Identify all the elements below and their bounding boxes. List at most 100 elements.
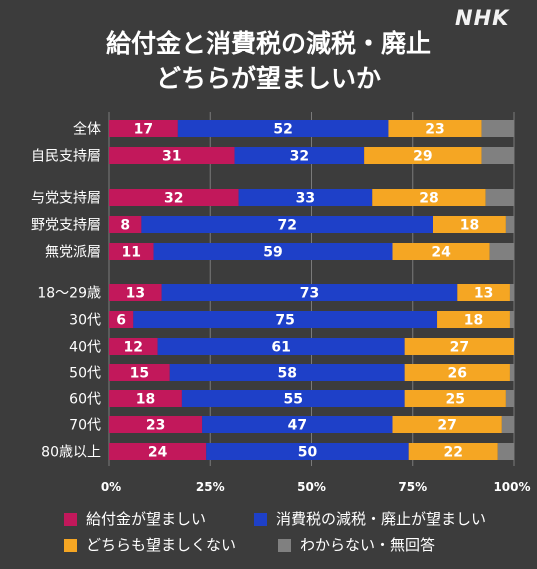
legend-label-4: わからない・無回答 (300, 536, 436, 554)
bar-segment-5-0 (109, 284, 162, 301)
category-label-4: 無党派層 (45, 245, 101, 261)
bar-segment-2-1 (238, 189, 373, 206)
bar-segment-9-3 (505, 390, 514, 407)
data-label-0-0: 17 (134, 122, 153, 138)
bar-segment-8-2 (404, 364, 510, 381)
category-label-1: 自民支持層 (31, 149, 101, 165)
bar-segment-4-0 (109, 243, 154, 260)
bar-segment-10-2 (392, 416, 502, 433)
bar-segment-4-1 (153, 243, 393, 260)
bar-segment-2-2 (372, 189, 486, 206)
bar-segment-7-1 (157, 338, 405, 355)
data-label-3-0: 8 (120, 218, 130, 234)
data-label-1-2: 29 (413, 149, 432, 165)
data-label-11-0: 24 (148, 445, 168, 461)
x-tick-label-0: 0% (101, 480, 121, 494)
bar-segment-0-3 (481, 120, 514, 137)
legend-label-3: どちらも望ましくない (86, 536, 237, 554)
bar-segment-6-3 (509, 311, 514, 328)
data-label-4-1: 59 (263, 245, 282, 261)
bar-segment-2-3 (485, 189, 514, 206)
data-label-9-0: 18 (136, 392, 155, 408)
category-label-2: 与党支持層 (31, 191, 101, 207)
data-label-7-0: 12 (124, 340, 143, 356)
bar-segment-1-2 (364, 147, 482, 164)
category-label-3: 野党支持層 (31, 218, 101, 234)
data-label-5-1: 73 (300, 286, 319, 302)
legend-swatch-1 (64, 512, 77, 526)
data-label-5-0: 13 (126, 286, 145, 302)
data-label-5-2: 13 (474, 286, 493, 302)
bar-segment-9-0 (109, 390, 182, 407)
bar-segment-6-1 (133, 311, 438, 328)
data-label-10-0: 23 (146, 418, 165, 434)
bar-segment-9-2 (404, 390, 506, 407)
data-label-10-1: 47 (288, 418, 307, 434)
category-label-9: 60代 (69, 392, 101, 408)
bar-segment-1-3 (481, 147, 514, 164)
bar-segment-5-3 (509, 284, 514, 301)
bar-segment-8-1 (169, 364, 405, 381)
data-label-1-0: 31 (162, 149, 181, 165)
x-tick-label-2: 50% (297, 480, 326, 494)
data-label-3-2: 18 (460, 218, 479, 234)
bar-segment-5-1 (161, 284, 458, 301)
data-label-8-0: 15 (130, 366, 149, 382)
category-label-6: 30代 (69, 313, 101, 329)
data-label-8-2: 26 (448, 366, 467, 382)
bar-segment-8-3 (509, 364, 514, 381)
bar-segment-3-3 (505, 216, 514, 233)
data-label-8-1: 58 (277, 366, 296, 382)
legend-item-4: わからない・無回答 (278, 535, 435, 555)
bar-segment-3-2 (433, 216, 506, 233)
data-label-4-2: 24 (431, 245, 451, 261)
category-label-11: 80歳以上 (41, 445, 101, 461)
category-label-0: 全体 (73, 121, 101, 138)
bar-segment-7-2 (404, 338, 514, 355)
data-label-9-1: 55 (284, 392, 303, 408)
bar-segment-0-2 (388, 120, 482, 137)
bar-segment-6-0 (109, 311, 134, 328)
bar-segment-4-3 (489, 243, 514, 260)
bar-segment-0-1 (177, 120, 389, 137)
bar-segment-9-1 (181, 390, 405, 407)
category-label-8: 50代 (69, 366, 101, 382)
data-label-6-1: 75 (275, 313, 294, 329)
data-label-2-1: 33 (296, 191, 315, 207)
bar-segment-3-1 (141, 216, 433, 233)
data-label-6-0: 6 (116, 313, 126, 329)
data-label-2-0: 32 (164, 191, 183, 207)
data-label-6-2: 18 (464, 313, 483, 329)
bar-segment-0-0 (109, 120, 178, 137)
x-tick-label-1: 25% (196, 480, 225, 494)
category-label-7: 40代 (69, 340, 101, 356)
data-label-1-1: 32 (290, 149, 309, 165)
legend-item-3: どちらも望ましくない (64, 535, 236, 555)
data-label-7-1: 61 (271, 340, 290, 356)
bar-segment-6-2 (437, 311, 510, 328)
category-label-5: 18～29歳 (37, 286, 101, 302)
legend-swatch-3 (64, 538, 77, 552)
bar-segment-11-3 (497, 443, 514, 460)
x-tick-label-3: 75% (398, 480, 427, 494)
legend-label-1: 給付金が望ましい (86, 510, 207, 528)
bar-segment-1-0 (109, 147, 235, 164)
bar-segment-1-1 (234, 147, 365, 164)
data-label-2-2: 28 (419, 191, 438, 207)
data-label-3-1: 72 (277, 218, 296, 234)
bar-segment-2-0 (109, 189, 239, 206)
legend-swatch-4 (278, 538, 291, 552)
chart-title-line-2: どちらが望ましいか (155, 64, 381, 93)
bar-segment-11-1 (206, 443, 409, 460)
bar-segment-7-0 (109, 338, 158, 355)
bar-segment-4-2 (392, 243, 490, 260)
bar-segment-3-0 (109, 216, 142, 233)
data-label-11-1: 50 (298, 445, 318, 461)
data-label-10-2: 27 (437, 418, 456, 434)
data-label-9-2: 25 (446, 392, 465, 408)
data-label-7-2: 27 (450, 340, 469, 356)
bar-segment-8-0 (109, 364, 170, 381)
bar-segment-10-1 (202, 416, 393, 433)
legend-label-2: 消費税の減税・廃止が望ましい (276, 510, 487, 528)
